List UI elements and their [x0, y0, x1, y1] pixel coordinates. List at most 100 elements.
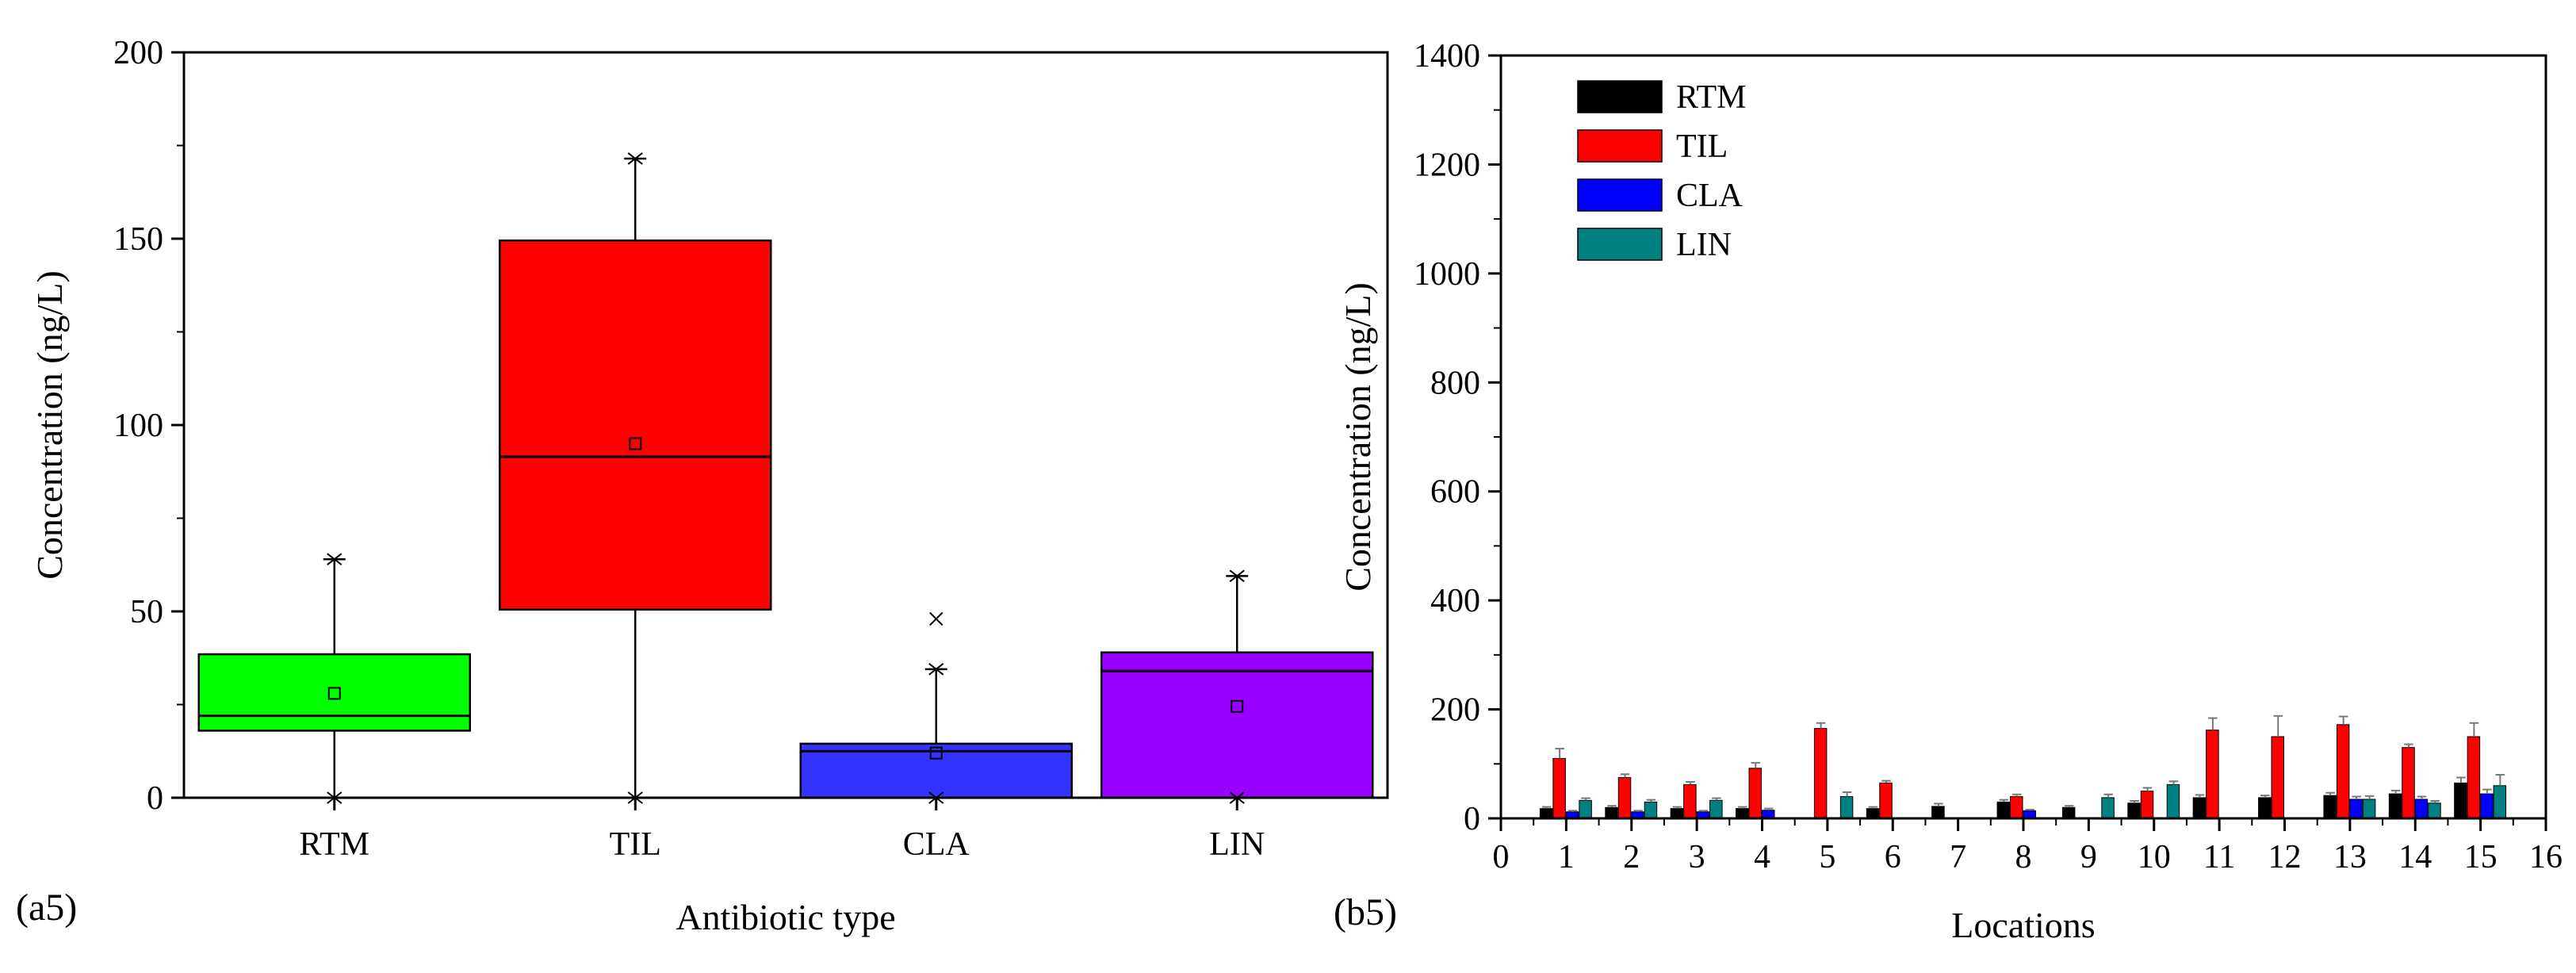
bar-rtm-loc9	[2061, 806, 2076, 819]
bar-rtm-loc12	[2258, 797, 2272, 819]
bar-rtm-loc8	[1996, 801, 2011, 819]
x-tick-label: 8	[2015, 839, 2032, 875]
y-tick-label: 400	[1430, 583, 1480, 619]
x-tick-label: 12	[2268, 839, 2302, 875]
bar-rtm-loc4	[1736, 808, 1749, 819]
y-tick-label: 1400	[1414, 38, 1480, 75]
bar-rtm-loc11	[2192, 797, 2207, 819]
x-tick-label: 4	[1754, 839, 1770, 875]
x-tick-label: 11	[2203, 839, 2235, 875]
box-plot-panel: 0 50 100 150 200 RTM TIL CLA LIN Concentration (…	[16, 35, 1389, 937]
outlier-marker	[929, 611, 944, 626]
x-tick-label: 5	[1819, 839, 1835, 875]
x-tick-label: LIN	[1209, 826, 1265, 863]
x-tick-label: TIL	[610, 826, 661, 863]
x-tick-label: 1	[1558, 839, 1575, 875]
bar-rtm-loc14	[2388, 793, 2402, 819]
x-tick-label: 9	[2080, 839, 2097, 875]
y-tick-label: 0	[147, 780, 163, 817]
extreme-marker	[928, 663, 944, 676]
bar-til-loc11	[2206, 730, 2219, 819]
x-tick-label: CLA	[903, 826, 970, 863]
x-tick-label: 10	[2138, 839, 2171, 875]
y-tick-label: 1000	[1414, 256, 1480, 293]
bar-til-loc8	[2010, 796, 2023, 819]
panel-label: (a5)	[16, 887, 77, 929]
x-tick-label: 7	[1950, 839, 1966, 875]
bar-til-loc6	[1879, 782, 1893, 819]
x-tick-label: 3	[1689, 839, 1705, 875]
y-tick-label: 200	[113, 35, 163, 71]
y-tick-label: 600	[1430, 474, 1480, 511]
bar-til-loc3	[1683, 783, 1697, 819]
y-tick-label: 800	[1430, 365, 1480, 401]
bar-rtm-loc2	[1605, 806, 1618, 819]
legend-swatch-cla	[1577, 178, 1663, 212]
bar-til-loc12	[2271, 736, 2284, 819]
mean-marker	[1231, 699, 1244, 713]
x-tick-label: 13	[2333, 839, 2367, 875]
bar-cla-loc4	[1762, 810, 1775, 819]
box-til	[499, 239, 772, 611]
legend-swatch-rtm	[1577, 80, 1663, 113]
legend-label-til: TIL	[1676, 128, 1728, 165]
bar-til-loc5	[1813, 728, 1828, 819]
box-rtm	[197, 653, 471, 732]
legend-label-lin: LIN	[1676, 227, 1732, 263]
x-tick-label: 16	[2529, 839, 2563, 875]
bar-rtm-loc13	[2323, 795, 2337, 819]
bar-til-loc10	[2140, 791, 2154, 819]
x-tick-label: 0	[1493, 839, 1510, 875]
y-tick-label: 0	[1464, 801, 1480, 837]
panel-label: (b5)	[1334, 891, 1397, 933]
bar-lin-loc10	[2166, 783, 2180, 819]
bar-lin-loc1	[1579, 799, 1592, 819]
bar-til-loc4	[1748, 768, 1762, 819]
y-tick-label: 150	[113, 221, 163, 258]
x-axis-label: Locations	[1951, 905, 2095, 945]
legend-label-rtm: RTM	[1676, 79, 1747, 116]
extreme-marker	[1229, 569, 1245, 583]
bar-rtm-loc7	[1931, 806, 1945, 819]
extreme-marker	[627, 152, 643, 165]
bar-til-loc1	[1552, 757, 1566, 819]
plot-frame	[1499, 54, 2547, 820]
bar-cla-loc15	[2480, 793, 2494, 819]
bar-til-loc13	[2336, 724, 2350, 819]
box-lin	[1100, 651, 1374, 799]
bar-rtm-loc6	[1866, 808, 1880, 819]
y-tick-label: 200	[1430, 692, 1480, 729]
y-axis-label: Concentration (ng/L)	[1338, 282, 1378, 592]
y-tick-label: 1200	[1414, 147, 1480, 183]
bar-lin-loc14	[2428, 803, 2441, 819]
bar-rtm-loc15	[2454, 782, 2467, 819]
legend-label-cla: CLA	[1676, 178, 1743, 214]
mean-marker	[929, 746, 943, 760]
bar-til-loc15	[2467, 736, 2481, 819]
bar-cla-loc13	[2349, 799, 2363, 819]
bar-cla-loc14	[2414, 799, 2429, 819]
bar-lin-loc5	[1839, 796, 1854, 819]
y-axis-label: Concentration (ng/L)	[29, 270, 70, 580]
bar-lin-loc9	[2101, 797, 2115, 819]
extreme-marker	[327, 553, 343, 565]
plot-frame	[182, 51, 1389, 799]
x-tick-label: RTM	[300, 826, 370, 863]
bar-rtm-loc1	[1539, 808, 1553, 819]
legend-swatch-til	[1577, 129, 1663, 163]
bar-til-loc2	[1617, 776, 1632, 819]
y-tick-label: 50	[130, 594, 163, 630]
x-tick-label: 6	[1885, 839, 1901, 875]
bar-lin-loc13	[2362, 799, 2376, 819]
x-tick-label: 15	[2464, 839, 2498, 875]
legend: RTM TIL CLA LIN	[1577, 79, 1747, 263]
bar-til-loc14	[2402, 747, 2415, 819]
bar-lin-loc15	[2493, 785, 2507, 819]
bar-lin-loc3	[1709, 799, 1723, 819]
legend-swatch-lin	[1577, 228, 1663, 261]
y-tick-label: 100	[113, 408, 163, 444]
mean-marker	[629, 437, 642, 450]
x-tick-label: 2	[1623, 839, 1640, 875]
bar-rtm-loc3	[1670, 808, 1684, 819]
